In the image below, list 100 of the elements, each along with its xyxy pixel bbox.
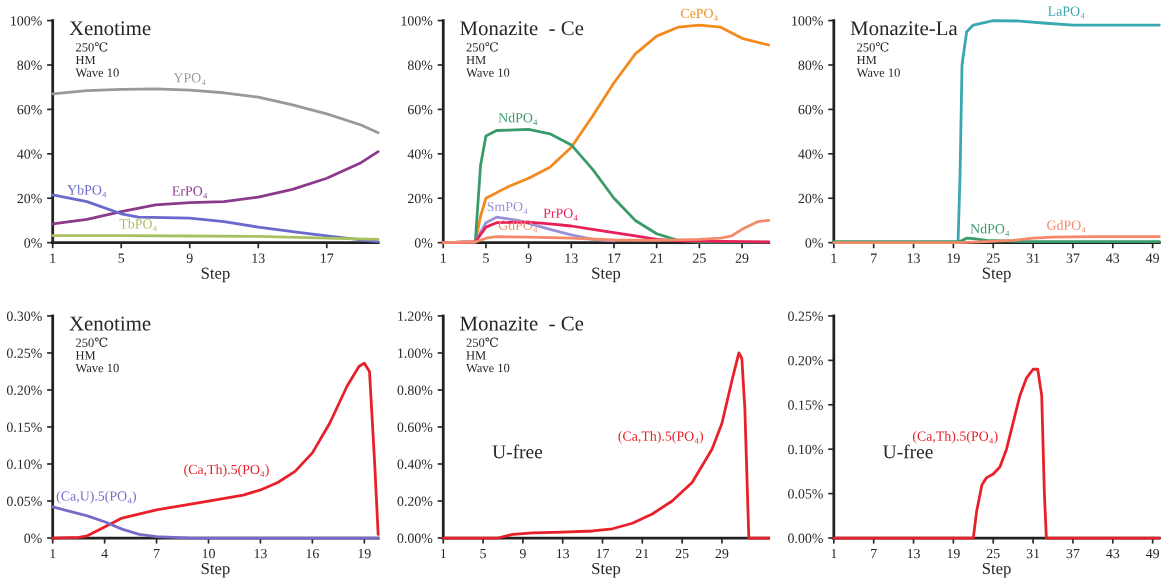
x-tick-label: 19 <box>358 548 371 559</box>
y-tick-label: 100% <box>792 16 823 26</box>
x-axis-title: Step <box>592 267 621 283</box>
x-tick-label: 1 <box>50 548 56 559</box>
x-tick-label: 49 <box>1145 253 1160 263</box>
x-tick-label: 31 <box>1026 548 1040 559</box>
x-tick-label: 31 <box>1026 253 1040 263</box>
x-tick-label: 29 <box>735 253 749 263</box>
annotation: LaPO₄ <box>1048 6 1085 19</box>
y-tick-label: 0.05% <box>6 496 42 507</box>
x-tick-label: 16 <box>306 548 319 559</box>
annotation: (Ca,U).5(PO₄) <box>56 490 136 504</box>
x-tick-label: 25 <box>986 253 1000 263</box>
x-tick-label: 13 <box>565 253 578 263</box>
x-tick-label: 17 <box>321 253 334 263</box>
annotation: (Ca,Th).5(PO₄) <box>912 431 998 444</box>
annotation: TbPO₄ <box>119 218 157 232</box>
y-tick-label: 80% <box>17 60 42 70</box>
text: 250℃ HM Wave 10 <box>466 42 510 77</box>
y-tick-label: 60% <box>407 104 433 115</box>
x-tick-label: 1 <box>831 548 837 559</box>
x-tick-label: 37 <box>1066 253 1080 263</box>
y-tick-label: 60% <box>798 104 823 115</box>
x-tick-label: 1 <box>441 253 446 263</box>
x-axis-title: Step <box>592 562 621 578</box>
annotation: PrPO₄ <box>543 208 578 221</box>
y-tick-label: 0.20% <box>397 496 433 507</box>
x-axis-title: Step <box>982 562 1011 578</box>
x-tick-label: 9 <box>525 253 532 263</box>
annotation: SmPO₄ <box>487 201 528 214</box>
x-tick-label: 9 <box>186 253 193 263</box>
x-tick-label: 1 <box>831 253 837 263</box>
y-tick-label: 20% <box>407 193 433 204</box>
y-tick-label: 0.20% <box>6 385 42 395</box>
x-tick-label: 13 <box>252 253 265 263</box>
x-tick-label: 17 <box>596 548 610 559</box>
x-tick-label: 7 <box>154 548 160 559</box>
x-tick-label: 37 <box>1066 548 1080 559</box>
y-tick-label: 0.30% <box>6 311 42 321</box>
y-tick-label: 20% <box>17 193 42 204</box>
x-tick-label: 43 <box>1106 548 1120 559</box>
y-tick-label: 0.05% <box>788 489 823 499</box>
x-tick-label: 25 <box>693 253 706 263</box>
y-tick-label: 1.00% <box>398 348 433 358</box>
y-tick-label: 0.80% <box>397 385 433 395</box>
x-tick-label: 13 <box>254 548 267 559</box>
x-tick-label: 7 <box>871 253 877 263</box>
x-tick-label: 5 <box>118 253 125 263</box>
y-tick-label: 80% <box>407 60 433 70</box>
x-tick-label: 43 <box>1106 253 1120 263</box>
x-axis-title: Step <box>201 267 230 283</box>
x-tick-label: 13 <box>907 548 920 559</box>
y-tick-label: 0% <box>805 238 823 248</box>
annotation: (Ca,Th).5(PO₄) <box>618 431 704 444</box>
y-tick-label: 80% <box>798 60 823 70</box>
annotation: YbPO₄ <box>67 184 107 198</box>
x-tick-label: 9 <box>519 548 526 559</box>
x-tick-label: 19 <box>947 548 960 559</box>
chart-title: Xenotime <box>69 21 151 36</box>
y-tick-label: 0% <box>24 533 42 544</box>
y-tick-label: 0.10% <box>6 459 42 470</box>
x-tick-label: 21 <box>650 253 663 263</box>
y-tick-label: 0.10% <box>788 444 823 455</box>
y-tick-label: 0.00% <box>788 533 823 544</box>
x-tick-label: 4 <box>101 548 108 559</box>
x-tick-label: 13 <box>556 548 570 559</box>
text: 250℃ HM Wave 10 <box>466 337 510 373</box>
annotation: YPO₄ <box>173 73 206 86</box>
annotation: (Ca,Th).5(PO₄) <box>184 464 269 477</box>
y-tick-label: 0.00% <box>397 533 433 544</box>
x-axis-title: Step <box>982 267 1011 283</box>
y-tick-label: 100% <box>11 16 42 26</box>
y-tick-label: 100% <box>401 16 433 26</box>
y-tick-label: 1.20% <box>398 311 433 321</box>
chart-title: Monazite - Ce <box>460 316 584 331</box>
y-tick-label: 0% <box>24 238 42 248</box>
y-tick-label: 40% <box>798 149 823 159</box>
x-axis-title: Step <box>201 562 230 578</box>
text: 250℃ HM Wave 10 <box>75 42 119 77</box>
annotation: ErPO₄ <box>172 186 208 199</box>
x-tick-label: 1 <box>441 548 446 559</box>
x-tick-label: 5 <box>480 548 486 559</box>
y-tick-label: 40% <box>17 149 42 159</box>
y-tick-label: 0.20% <box>788 355 823 366</box>
x-tick-label: 13 <box>907 253 920 263</box>
x-tick-label: 10 <box>202 548 215 559</box>
y-tick-label: 40% <box>407 149 433 159</box>
y-tick-label: 0.25% <box>788 311 823 321</box>
y-tick-label: 0.15% <box>788 400 823 410</box>
x-tick-label: 17 <box>608 253 621 263</box>
chart-title: Xenotime <box>69 316 151 331</box>
annotation: NdPO₄ <box>498 112 538 126</box>
x-tick-label: 19 <box>947 253 960 263</box>
chart-title: Monazite - Ce <box>460 21 584 36</box>
y-tick-label: 20% <box>798 193 823 204</box>
y-tick-label: 0.40% <box>397 459 433 470</box>
annotation: U-free <box>492 444 543 459</box>
annotation: U-free <box>883 444 933 459</box>
y-tick-label: 0.25% <box>6 348 42 358</box>
x-tick-label: 29 <box>715 548 729 559</box>
